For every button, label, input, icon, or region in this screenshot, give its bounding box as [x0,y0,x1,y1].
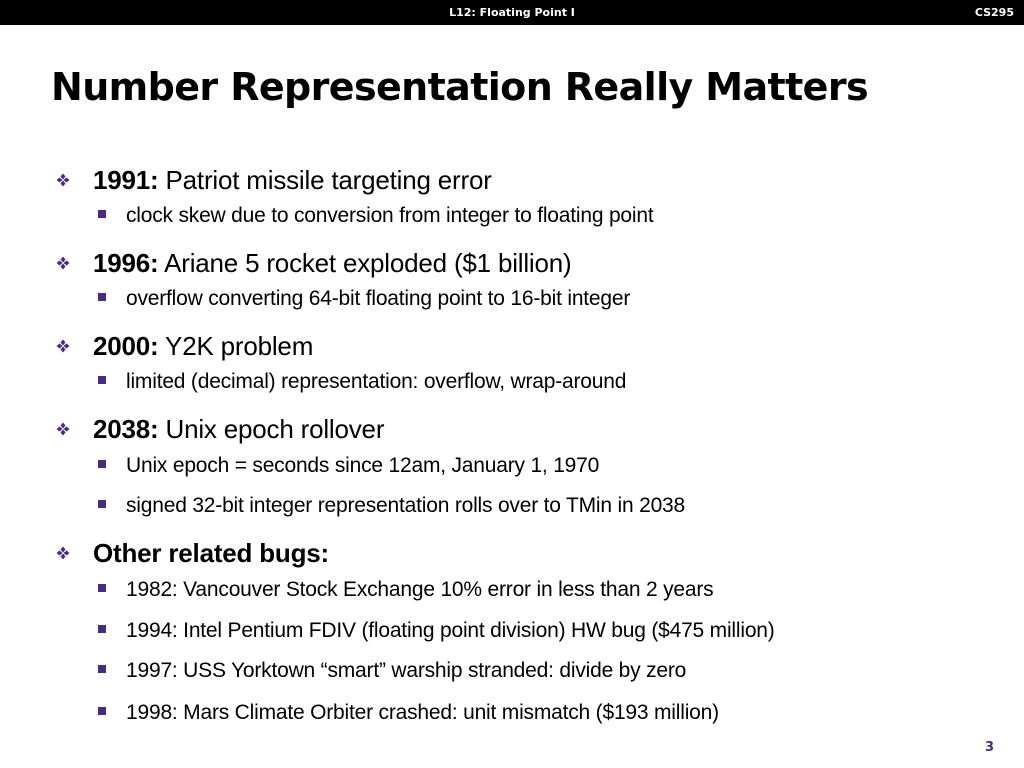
square-bullet-icon [98,583,106,592]
header-bar: L12: Floating Point I CS295 [0,0,1024,25]
square-bullet-icon [98,292,106,301]
sub-bullet: signed 32-bit integer representation rol… [98,492,685,520]
sub-bullet: 1997: USS Yorktown “smart” warship stran… [98,657,686,685]
page-number: 3 [984,740,994,755]
sub-bullet-text: signed 32-bit integer representation rol… [126,494,686,517]
square-bullet-icon [98,209,106,218]
course-code: CS295 [974,6,1014,19]
bullet-text: 2038: Unix epoch rollover [93,412,384,446]
sub-bullet: 1982: Vancouver Stock Exchange 10% error… [98,576,714,604]
bullet-2000: 2000: Y2K problem [56,329,313,363]
square-bullet-icon [98,375,106,384]
square-bullet-icon [98,624,106,633]
bullet-2038: 2038: Unix epoch rollover [56,412,384,446]
sub-bullet: clock skew due to conversion from intege… [98,202,654,230]
square-bullet-icon [98,499,106,508]
sub-bullet-text: overflow converting 64-bit floating poin… [126,287,631,310]
square-bullet-icon [98,459,106,468]
sub-bullet-text: limited (decimal) representation: overfl… [126,370,627,393]
four-diamond-bullet-icon [56,339,70,353]
bullet-heading: Other related bugs: [93,538,330,568]
sub-bullet: 1998: Mars Climate Orbiter crashed: unit… [98,699,719,727]
slide-title: Number Representation Really Matters [51,65,869,109]
bullet-1991: 1991: Patriot missile targeting error [56,163,492,197]
sub-bullet-text: Unix epoch = seconds since 12am, January… [126,454,600,477]
four-diamond-bullet-icon [56,173,70,187]
four-diamond-bullet-icon [56,546,70,560]
bullet-year: 1991: [93,165,159,195]
sub-bullet-text: 1997: USS Yorktown “smart” warship stran… [126,659,687,682]
bullet-description: Ariane 5 rocket exploded ($1 billion) [158,248,572,278]
lecture-title: L12: Floating Point I [449,6,575,19]
sub-bullet: limited (decimal) representation: overfl… [98,368,626,396]
bullet-other-related-bugs: Other related bugs: [56,536,329,570]
sub-bullet-text: 1982: Vancouver Stock Exchange 10% error… [126,578,714,601]
bullet-text: 2000: Y2K problem [93,329,313,363]
square-bullet-icon [98,706,106,715]
sub-bullet: Unix epoch = seconds since 12am, January… [98,452,599,480]
bullet-text: 1991: Patriot missile targeting error [93,163,492,197]
sub-bullet-text: clock skew due to conversion from intege… [126,204,654,227]
sub-bullet-text: 1994: Intel Pentium FDIV (floating point… [126,619,775,642]
bullet-year: 2000: [93,331,159,361]
sub-bullet: 1994: Intel Pentium FDIV (floating point… [98,617,775,645]
bullet-description: Y2K problem [158,331,314,361]
four-diamond-bullet-icon [56,422,70,436]
bullet-description: Unix epoch rollover [158,414,385,444]
bullet-1996: 1996: Ariane 5 rocket exploded ($1 billi… [56,246,572,280]
bullet-year: 2038: [93,414,159,444]
sub-bullet-text: 1998: Mars Climate Orbiter crashed: unit… [126,701,719,724]
bullet-text: 1996: Ariane 5 rocket exploded ($1 billi… [93,246,572,280]
bullet-year: 1996: [93,248,159,278]
square-bullet-icon [98,664,106,673]
four-diamond-bullet-icon [56,256,70,270]
bullet-description: Patriot missile targeting error [158,165,492,195]
sub-bullet: overflow converting 64-bit floating poin… [98,285,630,313]
